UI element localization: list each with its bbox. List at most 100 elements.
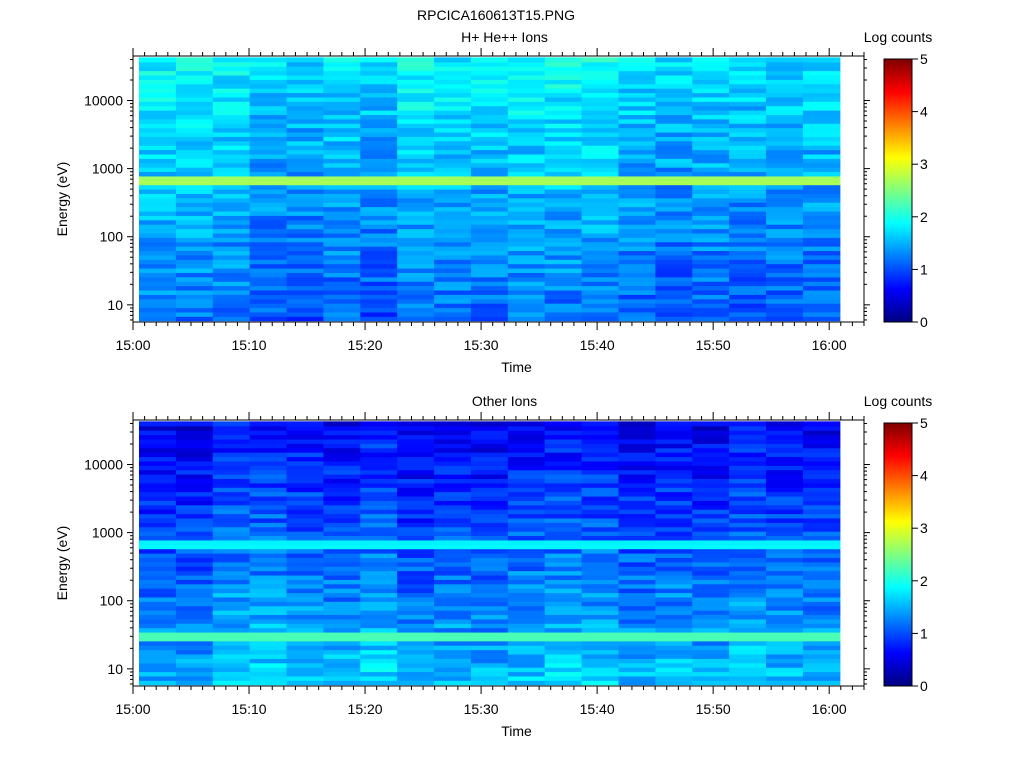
- heatmap-cell: [434, 425, 472, 431]
- heatmap-cell: [139, 101, 177, 107]
- heatmap-cell: [655, 667, 693, 673]
- heatmap-cell: [507, 671, 546, 677]
- heatmap-cell: [434, 522, 472, 528]
- heatmap-cell: [802, 202, 841, 208]
- heatmap-cell: [766, 281, 804, 287]
- heatmap-cell: [360, 237, 398, 243]
- heatmap-cell: [470, 180, 509, 186]
- heatmap-cell: [470, 522, 509, 528]
- heatmap-cell: [434, 272, 472, 278]
- heatmap-cell: [802, 478, 841, 484]
- heatmap-cell: [802, 487, 841, 493]
- heatmap-cell: [618, 118, 656, 124]
- heatmap-cell: [249, 153, 288, 159]
- heatmap-cell: [360, 202, 398, 208]
- heatmap-cell: [212, 614, 251, 620]
- heatmap-cell: [766, 250, 804, 256]
- heatmap-cell: [397, 237, 435, 243]
- heatmap-cell: [692, 636, 730, 642]
- heatmap-cell: [397, 206, 435, 212]
- heatmap-cell: [692, 434, 730, 440]
- heatmap-cell: [434, 623, 472, 629]
- heatmap-cell: [434, 610, 472, 616]
- heatmap-cell: [802, 272, 841, 278]
- heatmap-cell: [434, 153, 472, 159]
- heatmap-cell: [766, 456, 804, 462]
- heatmap-cell: [544, 667, 583, 673]
- heatmap-cell: [729, 513, 767, 519]
- x-tick-label: 15:40: [580, 337, 615, 353]
- heatmap-cell: [286, 675, 325, 681]
- heatmap-cell: [139, 531, 177, 537]
- heatmap-cell: [470, 184, 509, 190]
- heatmap-cell: [139, 193, 177, 199]
- heatmap-cell: [729, 645, 767, 651]
- heatmap-cell: [766, 535, 804, 541]
- heatmap-cell: [618, 605, 656, 611]
- heatmap-cell: [729, 83, 767, 89]
- heatmap-cell: [249, 614, 288, 620]
- heatmap-cell: [618, 548, 656, 554]
- heatmap-cell: [397, 438, 435, 444]
- heatmap-cell: [249, 105, 288, 111]
- heatmap-cell: [618, 456, 656, 462]
- heatmap-cell: [729, 175, 767, 181]
- heatmap-cell: [766, 136, 804, 142]
- heatmap-cell: [581, 180, 620, 186]
- heatmap-cell: [470, 623, 509, 629]
- heatmap-cell: [581, 653, 620, 659]
- heatmap-cell: [507, 495, 546, 501]
- heatmap-cell: [139, 570, 177, 576]
- heatmap-cell: [618, 114, 656, 120]
- heatmap-cell: [618, 184, 656, 190]
- heatmap-cell: [544, 425, 583, 431]
- heatmap-cell: [581, 254, 620, 260]
- heatmap-cell: [802, 645, 841, 651]
- heatmap-cell: [729, 623, 767, 629]
- heatmap-cell: [175, 658, 214, 664]
- heatmap-cell: [766, 167, 804, 173]
- heatmap-cell: [286, 495, 325, 501]
- heatmap-cell: [397, 434, 435, 440]
- heatmap-cell: [323, 241, 361, 247]
- heatmap-cell: [323, 478, 361, 484]
- heatmap-cell: [802, 421, 841, 427]
- heatmap-cell: [802, 96, 841, 102]
- heatmap-cell: [249, 465, 288, 471]
- heatmap-cell: [581, 465, 620, 471]
- heatmap-cell: [618, 557, 656, 563]
- heatmap-cell: [655, 175, 693, 181]
- heatmap-cell: [323, 539, 361, 545]
- heatmap-cell: [212, 131, 251, 137]
- heatmap-cell: [507, 105, 546, 111]
- heatmap-cell: [618, 465, 656, 471]
- heatmap-cell: [766, 276, 804, 282]
- heatmap-cell: [434, 631, 472, 637]
- heatmap-cell: [729, 197, 767, 203]
- heatmap-cell: [249, 180, 288, 186]
- heatmap-cell: [434, 219, 472, 225]
- heatmap-cell: [360, 425, 398, 431]
- heatmap-cell: [470, 158, 509, 164]
- heatmap-cell: [175, 153, 214, 159]
- heatmap-cell: [360, 285, 398, 291]
- heatmap-cell: [249, 189, 288, 194]
- heatmap-cell: [360, 101, 398, 107]
- heatmap-cell: [655, 153, 693, 159]
- heatmap-cell: [581, 96, 620, 102]
- heatmap-cell: [175, 548, 214, 554]
- heatmap-cell: [581, 561, 620, 567]
- heatmap-cell: [729, 237, 767, 243]
- heatmap-cell: [175, 495, 214, 501]
- heatmap-cell: [544, 443, 583, 449]
- heatmap-cell: [175, 92, 214, 98]
- heatmap-cell: [470, 421, 509, 427]
- heatmap-cell: [397, 246, 435, 252]
- heatmap-cell: [544, 434, 583, 440]
- heatmap-cell: [360, 645, 398, 651]
- heatmap-cell: [212, 566, 251, 572]
- heatmap-cell: [175, 623, 214, 629]
- heatmap-cell: [139, 517, 177, 523]
- heatmap-cell: [581, 557, 620, 563]
- heatmap-cell: [766, 574, 804, 580]
